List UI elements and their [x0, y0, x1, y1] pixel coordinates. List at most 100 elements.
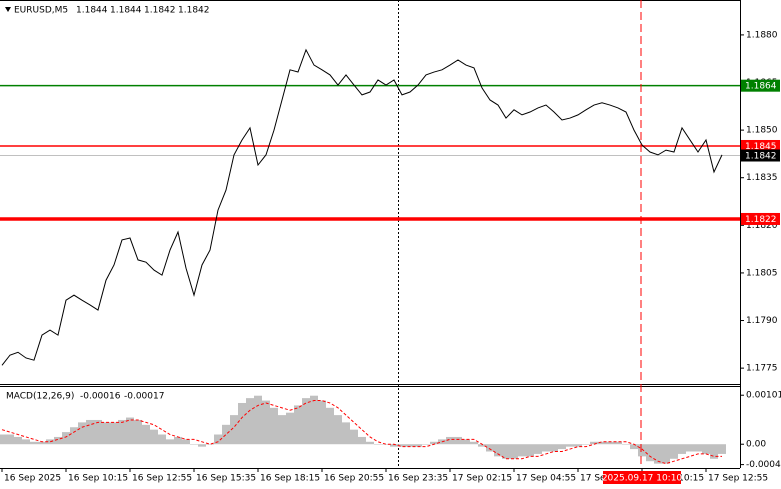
histogram-bar: [302, 398, 310, 445]
histogram-bar: [446, 436, 454, 445]
histogram-bar: [246, 398, 254, 445]
histogram-bar: [142, 424, 150, 445]
histogram-bar: [558, 444, 566, 450]
histogram-bar: [198, 444, 206, 447]
x-tick-label: 17 Sep 04:55: [516, 474, 576, 484]
histogram-bar: [158, 434, 166, 445]
histogram-bar: [14, 436, 22, 445]
x-tick-label: 16 Sep 2025: [4, 474, 61, 484]
histogram-bar: [630, 444, 638, 450]
x-tick-label: 17 Sep 02:15: [452, 474, 512, 484]
histogram-bar: [670, 444, 678, 459]
histogram-bar: [686, 444, 694, 452]
histogram-bar: [270, 407, 278, 445]
histogram-bar: [182, 439, 190, 445]
x-tick-label: 16 Sep 18:15: [260, 474, 320, 484]
histogram-bar: [174, 436, 182, 445]
histogram-bar: [710, 444, 718, 459]
histogram-bar: [502, 444, 510, 459]
histogram-bar: [126, 417, 134, 445]
y-tick-label: 1.1880: [746, 30, 778, 40]
level-box: [741, 212, 780, 225]
histogram-bar: [342, 422, 350, 445]
cursor-label: 2025.09.17 10:10: [602, 474, 683, 484]
histogram-bar: [486, 444, 494, 452]
y-tick-label: 0.00: [746, 440, 766, 450]
histogram-bar: [702, 444, 710, 454]
histogram-bar: [430, 441, 438, 445]
histogram-bar: [350, 429, 358, 445]
histogram-bar: [102, 422, 110, 445]
x-tick-label: 17 Sep 12:55: [708, 474, 768, 484]
y-tick-label: 1.1775: [746, 364, 778, 374]
x-tick-label: 16 Sep 10:15: [68, 474, 128, 484]
level-label: 1.1845: [745, 142, 777, 152]
histogram-bar: [6, 434, 14, 445]
histogram-bar: [646, 444, 654, 462]
histogram-bar: [62, 432, 70, 445]
histogram-bar: [294, 405, 302, 445]
y-tick-label: 1.1805: [746, 268, 778, 278]
histogram-bar: [510, 444, 518, 459]
x-tick-label: 16 Sep 23:35: [388, 474, 448, 484]
histogram-bar: [22, 439, 30, 445]
histogram-bar: [590, 441, 598, 445]
histogram-bar: [382, 444, 390, 445]
histogram-bar: [606, 441, 614, 445]
histogram-bar: [190, 444, 198, 445]
histogram-bar: [694, 444, 702, 452]
level-label: 1.1864: [745, 82, 777, 92]
histogram-bar: [134, 419, 142, 445]
y-tick-label: -0.00042: [746, 460, 781, 470]
histogram-bar: [310, 395, 318, 445]
histogram-bar: [326, 407, 334, 445]
histogram-bar: [286, 412, 294, 445]
y-tick-label: 1.1835: [746, 173, 778, 183]
histogram-bar: [582, 444, 590, 445]
histogram-bar: [94, 419, 102, 445]
histogram-bar: [622, 444, 630, 445]
signal-line: [1, 400, 722, 465]
histogram-bar: [278, 415, 286, 445]
price-line: [1, 48, 723, 366]
histogram-bar: [598, 441, 606, 445]
histogram-bar: [46, 439, 54, 445]
x-tick-label: 16 Sep 20:55: [324, 474, 384, 484]
histogram-bar: [494, 444, 502, 457]
histogram-bar: [518, 444, 526, 457]
histogram-bar: [38, 441, 46, 445]
level-box: [741, 149, 780, 162]
histogram-bar: [230, 415, 238, 445]
histogram-bar: [406, 444, 414, 447]
histogram-bar: [334, 415, 342, 445]
histogram-bar: [70, 427, 78, 445]
level-box: [741, 139, 780, 152]
y-tick-label: 1.1850: [746, 126, 778, 136]
histogram-bar: [262, 400, 270, 445]
histogram-bar: [478, 444, 486, 447]
histogram-bar: [30, 441, 38, 445]
histogram-bar: [214, 434, 222, 445]
histogram-bar: [366, 441, 374, 445]
histogram-bar: [166, 439, 174, 445]
histogram-bar: [718, 444, 726, 454]
x-tick-label: 16 Sep 15:35: [196, 474, 256, 484]
histogram-bar: [462, 439, 470, 445]
histogram-bar: [542, 444, 550, 452]
x-tick-label: 16 Sep 12:55: [132, 474, 192, 484]
y-tick-label: 0.00101: [746, 391, 781, 401]
ohlc-value: 1.1842: [144, 6, 176, 16]
histogram-bar: [118, 419, 126, 445]
histogram-bar: [222, 424, 230, 445]
histogram-bar: [390, 444, 398, 447]
histogram-bar: [110, 422, 118, 445]
histogram-bar: [78, 422, 86, 445]
histogram-bar: [358, 436, 366, 445]
histogram-bar: [454, 436, 462, 445]
histogram-bar: [422, 444, 430, 445]
level-label: 1.1842: [745, 152, 777, 162]
histogram-bar: [534, 444, 542, 454]
level-label: 1.1822: [745, 215, 777, 225]
histogram-bar: [566, 444, 574, 447]
